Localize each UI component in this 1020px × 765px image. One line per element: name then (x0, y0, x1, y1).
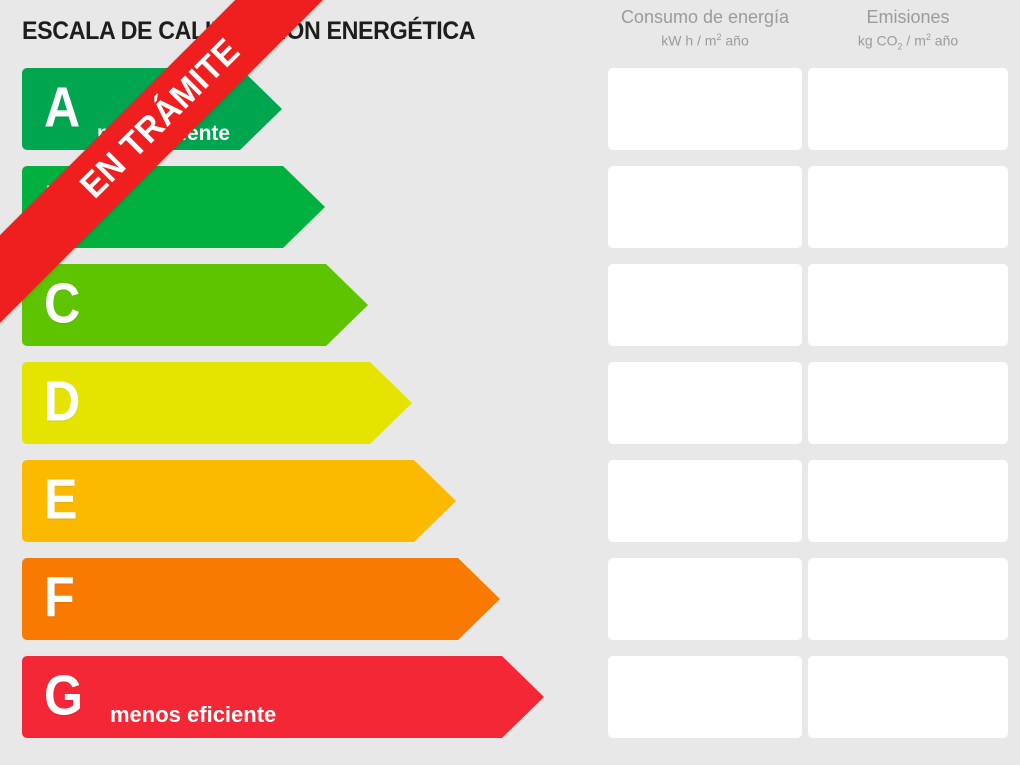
consumo-cell-f[interactable] (608, 558, 802, 640)
rating-bar-wrap-e: E (22, 460, 456, 542)
column-header-consumo-main: Consumo de energía (620, 7, 790, 27)
chart-header: ESCALA DE CALIFICACIÓN ENERGÉTICA Consum… (0, 0, 1020, 68)
emisiones-cell-e[interactable] (808, 460, 1008, 542)
column-header-emisiones: Emisiones kg CO2 / m2 año (808, 6, 1008, 52)
rating-bar-arrow-b (283, 166, 325, 248)
rating-bar-c: C (22, 264, 326, 346)
emisiones-cell-f[interactable] (808, 558, 1008, 640)
rating-bar-e: E (22, 460, 414, 542)
rating-bar-d: D (22, 362, 370, 444)
column-header-emisiones-units: kg CO2 / m2 año (857, 31, 959, 51)
emisiones-cell-a[interactable] (808, 68, 1008, 150)
consumo-cell-d[interactable] (608, 362, 802, 444)
emisiones-cell-c[interactable] (808, 264, 1008, 346)
rating-bar-arrow-c (326, 264, 368, 346)
rating-row-d: D (0, 362, 1020, 444)
rating-row-f: F (0, 558, 1020, 640)
rating-row-c: C (0, 264, 1020, 346)
rating-letter-g: G (44, 663, 84, 728)
rating-row-b: B (0, 166, 1020, 248)
rating-bar-f: F (22, 558, 458, 640)
rating-letter-d: D (44, 369, 81, 434)
rating-bar-wrap-f: F (22, 558, 500, 640)
rating-letter-e: E (44, 467, 78, 532)
rating-letter-c: C (44, 271, 81, 336)
consumo-cell-c[interactable] (608, 264, 802, 346)
rating-bar-arrow-a (240, 68, 282, 150)
consumo-cell-e[interactable] (608, 460, 802, 542)
emisiones-cell-g[interactable] (808, 656, 1008, 738)
rating-bar-arrow-e (414, 460, 456, 542)
column-header-emisiones-main: Emisiones (866, 7, 950, 27)
column-header-consumo-units: kW h / m2 año (661, 31, 749, 49)
rating-bar-arrow-d (370, 362, 412, 444)
rating-row-e: E (0, 460, 1020, 542)
column-header-consumo: Consumo de energía kW h / m2 año (608, 6, 802, 50)
emisiones-cell-d[interactable] (808, 362, 1008, 444)
rating-bar-arrow-f (458, 558, 500, 640)
consumo-cell-b[interactable] (608, 166, 802, 248)
rating-bar-wrap-d: D (22, 362, 412, 444)
rating-bar-arrow-g (502, 656, 544, 738)
rating-bar-wrap-c: C (22, 264, 368, 346)
emisiones-cell-b[interactable] (808, 166, 1008, 248)
rating-letter-a: A (44, 75, 81, 140)
rating-letter-f: F (44, 565, 75, 630)
consumo-cell-a[interactable] (608, 68, 802, 150)
least-efficient-label: menos eficiente (110, 702, 277, 727)
consumo-cell-g[interactable] (608, 656, 802, 738)
